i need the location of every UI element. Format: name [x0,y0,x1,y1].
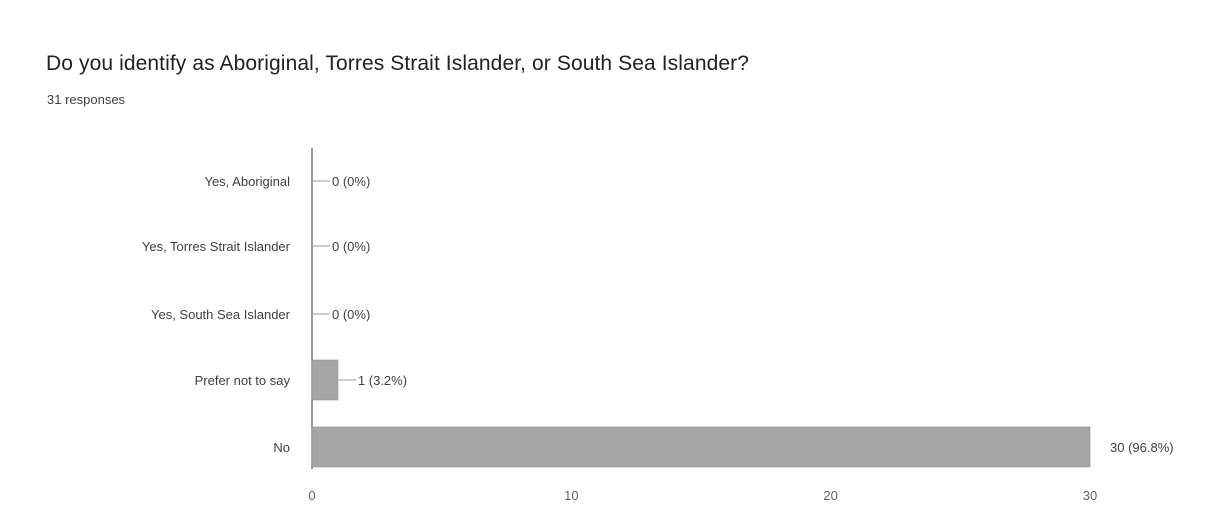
category-label: Yes, Aboriginal [204,174,290,189]
data-label: 0 (0%) [332,174,370,189]
x-tick-label: 20 [823,488,837,503]
data-label: 30 (96.8%) [1110,440,1174,455]
category-label: No [273,440,290,455]
category-label: Yes, Torres Strait Islander [142,239,291,254]
data-label: 0 (0%) [332,239,370,254]
x-tick-label: 0 [308,488,315,503]
category-label: Yes, South Sea Islander [151,307,291,322]
bar [311,359,339,401]
data-label: 1 (3.2%) [358,373,407,388]
chart-title: Do you identify as Aboriginal, Torres St… [46,52,750,75]
data-label: 0 (0%) [332,307,370,322]
response-count: 31 responses [47,92,126,107]
category-label: Prefer not to say [195,373,291,388]
x-tick-label: 30 [1083,488,1097,503]
bar [311,426,1091,468]
x-tick-label: 10 [564,488,578,503]
